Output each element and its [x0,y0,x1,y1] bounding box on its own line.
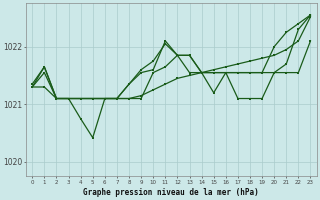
X-axis label: Graphe pression niveau de la mer (hPa): Graphe pression niveau de la mer (hPa) [84,188,259,197]
